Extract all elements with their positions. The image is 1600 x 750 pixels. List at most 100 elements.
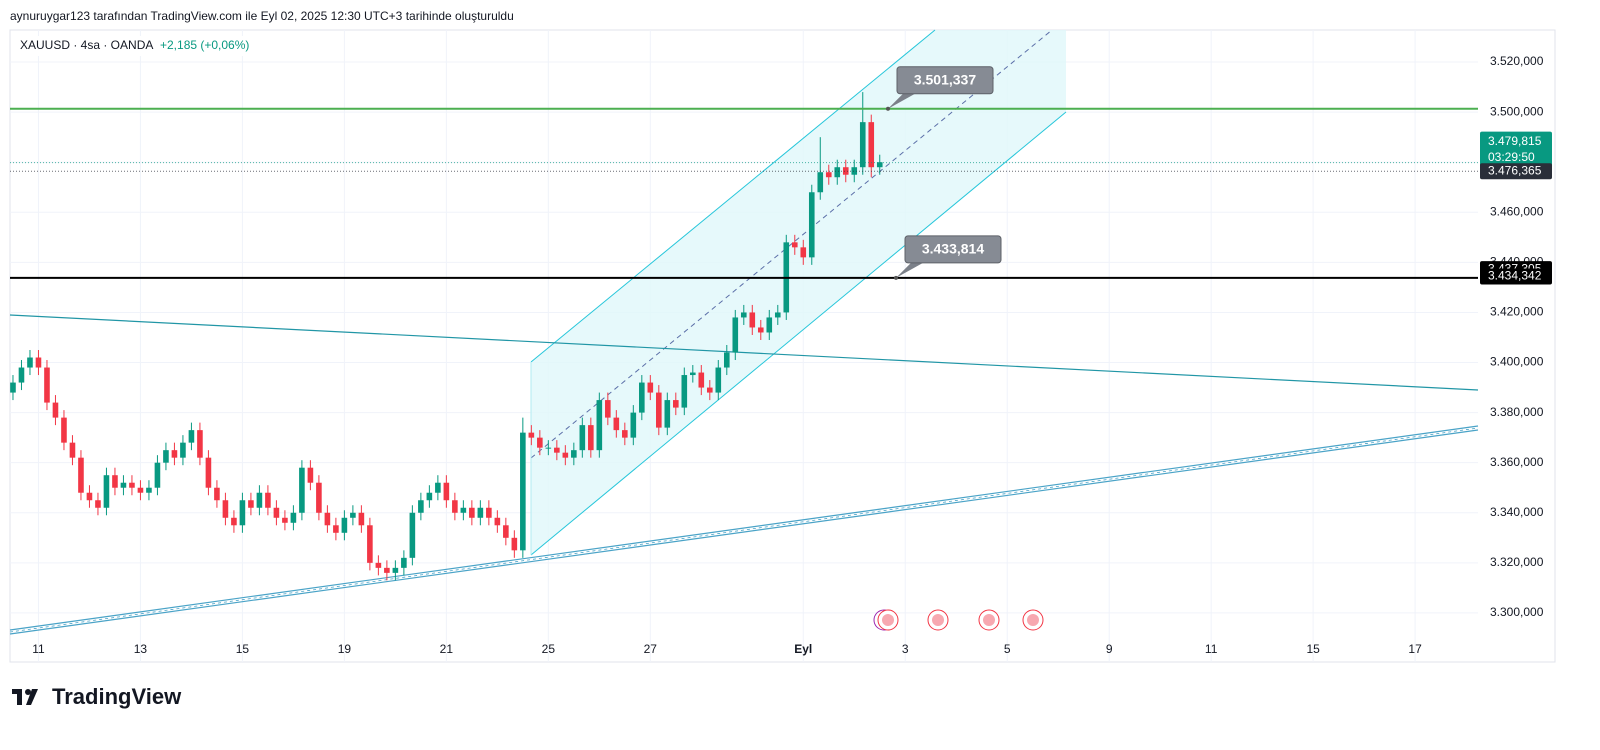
candle-body bbox=[358, 512, 365, 526]
candle-body bbox=[307, 467, 314, 483]
candle-body bbox=[137, 487, 144, 493]
x-tick-label: 11 bbox=[1205, 642, 1218, 656]
callout-label: 3.501,337 bbox=[914, 71, 976, 87]
candle-body bbox=[596, 400, 603, 451]
candle-body bbox=[494, 517, 501, 526]
candle-body bbox=[409, 512, 416, 558]
candle-body bbox=[435, 482, 441, 493]
candle-body bbox=[299, 467, 305, 513]
candle-body bbox=[52, 402, 59, 418]
candle-body bbox=[443, 482, 450, 501]
candle-body bbox=[732, 317, 739, 353]
candle-body bbox=[528, 432, 535, 438]
callout-anchor bbox=[886, 106, 890, 111]
candle-body bbox=[723, 352, 730, 368]
price-label: 3.479,815 bbox=[1488, 134, 1542, 148]
candle-body bbox=[95, 500, 101, 508]
price-label-box bbox=[1480, 268, 1552, 285]
caption: aynuruygar123 tarafından TradingView.com… bbox=[10, 9, 514, 23]
x-tick-label: 25 bbox=[542, 642, 556, 656]
y-tick-label: 3.300,000 bbox=[1490, 605, 1544, 619]
channel-mid bbox=[530, 29, 1053, 459]
candle-body bbox=[698, 372, 705, 388]
candle-body bbox=[290, 512, 297, 523]
price-label-box bbox=[1480, 131, 1552, 170]
candle-body bbox=[86, 492, 93, 501]
symbol: XAUUSD · 4sa · OANDA bbox=[20, 38, 153, 52]
candle-body bbox=[188, 430, 195, 443]
x-tick-label: 13 bbox=[134, 642, 148, 656]
candle-body bbox=[265, 492, 271, 508]
candle-body bbox=[61, 417, 67, 443]
candle-body bbox=[384, 567, 390, 573]
candle-body bbox=[239, 500, 246, 526]
candle-body bbox=[35, 357, 42, 368]
candle-body bbox=[120, 482, 127, 488]
candle-body bbox=[103, 475, 110, 508]
candle-body bbox=[706, 387, 713, 393]
y-tick-label: 3.460,000 bbox=[1490, 204, 1544, 218]
trend-line-mid bbox=[9, 427, 1479, 633]
trend-line-lower bbox=[9, 429, 1479, 635]
candle-body bbox=[231, 517, 237, 526]
candle-body bbox=[503, 525, 509, 538]
trend-line bbox=[9, 314, 1479, 391]
candle-body bbox=[367, 525, 373, 563]
candle-body bbox=[715, 367, 722, 393]
candle-body bbox=[537, 437, 543, 448]
candle-body bbox=[774, 312, 781, 318]
candle-body bbox=[273, 507, 280, 518]
candle-body bbox=[800, 247, 807, 258]
candle-body bbox=[350, 512, 356, 518]
candle-body bbox=[825, 172, 832, 178]
candle-body bbox=[630, 412, 637, 438]
plot: 3.501,337 3.433,814 bbox=[10, 66, 1478, 581]
candle-body bbox=[69, 442, 76, 458]
candle-body bbox=[282, 517, 288, 523]
candle-body bbox=[10, 382, 16, 393]
x-tick-label: 21 bbox=[440, 642, 454, 656]
candle-body bbox=[834, 167, 841, 178]
candle-body bbox=[554, 447, 560, 453]
candle-body bbox=[324, 512, 331, 526]
candle-body bbox=[452, 500, 458, 513]
candle-body bbox=[477, 507, 484, 518]
candle-body bbox=[197, 430, 203, 458]
candle-body bbox=[112, 475, 118, 488]
candle-body bbox=[154, 462, 161, 488]
x-tick-label: 19 bbox=[338, 642, 352, 656]
candle-body bbox=[401, 557, 407, 568]
callout-anchor bbox=[894, 275, 898, 280]
candle-body bbox=[333, 525, 339, 533]
x-tick-label: 9 bbox=[1106, 642, 1113, 656]
candle-body bbox=[460, 507, 467, 513]
callout-box bbox=[904, 235, 1002, 264]
price-label: 3.476,365 bbox=[1488, 163, 1542, 177]
candle-body bbox=[740, 312, 747, 318]
candle-body bbox=[639, 382, 645, 413]
callout-label: 3.433,814 bbox=[922, 241, 984, 257]
candle-body bbox=[868, 122, 875, 168]
x-tick-label: 15 bbox=[236, 642, 250, 656]
candle-body bbox=[511, 537, 518, 551]
price-label: 3.434,342 bbox=[1488, 269, 1542, 283]
candle-body bbox=[163, 450, 169, 463]
countdown: 03:29:50 bbox=[1488, 150, 1535, 164]
x-tick-label: 3 bbox=[902, 642, 909, 656]
candle-body bbox=[579, 425, 586, 451]
chart-frame bbox=[9, 29, 1556, 663]
legend-bg bbox=[14, 36, 254, 56]
candle-body bbox=[27, 357, 33, 368]
candle-body bbox=[588, 425, 594, 451]
candle-body bbox=[571, 450, 577, 458]
candle-body bbox=[757, 327, 764, 333]
price-label-box bbox=[1480, 163, 1552, 180]
x-tick-label: 17 bbox=[1408, 642, 1422, 656]
channel-top bbox=[530, 29, 936, 363]
candle-body bbox=[749, 312, 756, 328]
callout-box bbox=[896, 66, 994, 95]
logo: TradingView bbox=[52, 684, 182, 709]
y-tick-label: 3.340,000 bbox=[1490, 505, 1544, 519]
